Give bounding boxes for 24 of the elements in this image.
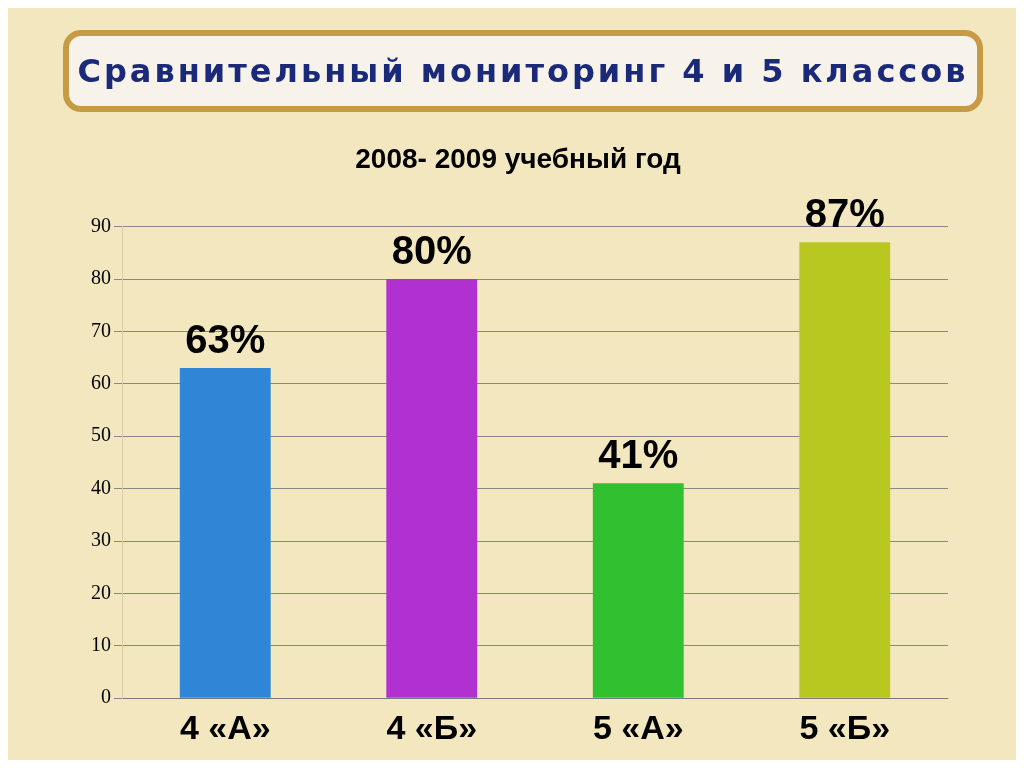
bar	[179, 368, 271, 698]
y-tick-label: 70	[91, 318, 111, 341]
data-label: 41%	[598, 432, 679, 477]
bar	[592, 483, 684, 698]
y-tick-label: 10	[91, 633, 111, 656]
x-tick-label: 5 «Б»	[799, 707, 891, 746]
y-tick-label: 30	[91, 528, 111, 551]
y-tick-label: 50	[91, 423, 111, 446]
x-tick-label: 5 «А»	[592, 707, 684, 746]
data-label: 87%	[804, 191, 885, 236]
bar	[386, 279, 478, 698]
bar	[799, 242, 891, 698]
y-tick-label: 90	[91, 213, 111, 236]
y-tick-label: 0	[101, 685, 111, 708]
y-tick-label: 80	[91, 266, 111, 289]
data-label: 63%	[185, 317, 266, 362]
y-tick-label: 60	[91, 371, 111, 394]
y-tick-label: 40	[91, 475, 111, 498]
data-label: 80%	[391, 228, 472, 273]
chart-title: Сравнительный мониторинг 4 и 5 классов	[77, 52, 969, 90]
y-tick-label: 20	[91, 580, 111, 603]
x-tick-label: 4 «Б»	[386, 707, 478, 746]
chart-subtitle: 2008- 2009 учебный год	[355, 142, 681, 174]
x-tick-label: 4 «А»	[179, 707, 271, 746]
